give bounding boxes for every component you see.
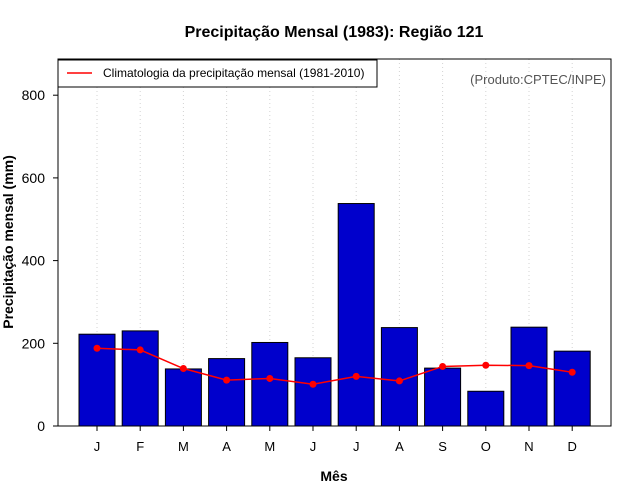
climatology-point-6 [352,372,360,380]
x-tick-label-9: O [481,439,491,454]
y-axis: 0 200 400 600 800 [22,87,58,434]
x-tick-label-3: A [222,439,231,454]
climatology-point-1 [136,346,144,354]
climatology-point-2 [179,365,187,373]
climatology-point-11 [568,368,576,376]
legend: Climatologia da precipitação mensal (198… [57,59,378,88]
climatology-point-7 [395,377,403,385]
x-tick-label-6: J [353,439,360,454]
bar-8 [424,367,462,427]
bar-5 [294,357,332,427]
x-tick-label-11: D [568,439,577,454]
plot-frame [57,58,612,427]
bar-2 [164,368,202,427]
x-tick-label-4: M [264,439,275,454]
y-axis-label: Precipitação mensal (mm) [0,155,16,329]
x-tick-label-0: J [94,439,101,454]
climatology-point-5 [309,380,317,388]
legend-box [57,59,378,88]
x-tick-label-10: N [524,439,533,454]
bar-6 [337,203,375,427]
climatology-point-4 [266,374,274,382]
bar-11 [553,350,591,427]
bar-4 [251,341,289,427]
bar-10 [510,326,548,427]
climatology-line-series [93,344,576,388]
y-tick-label-4: 800 [22,87,46,103]
x-tick-label-5: J [310,439,317,454]
y-tick-label-3: 600 [22,170,46,186]
bar-1 [121,330,159,427]
climatology-point-8 [439,362,447,370]
y-tick-label-1: 200 [22,335,46,351]
y-tick-label-2: 400 [22,253,46,269]
climatology-point-10 [525,362,533,370]
bar-9 [467,390,505,427]
x-tick-label-1: F [136,439,144,454]
x-tick-label-8: S [438,439,447,454]
y-tick-label-0: 0 [37,418,45,434]
climatology-point-0 [93,344,101,352]
climatology-point-9 [482,361,490,369]
bar-series [78,203,591,427]
x-tick-label-7: A [395,439,404,454]
bar-3 [208,358,246,427]
chart-title: Precipitação Mensal (1983): Região 121 [185,24,484,41]
legend-label: Climatologia da precipitação mensal (198… [103,66,364,80]
climatology-line [96,347,573,385]
x-tick-label-2: M [178,439,189,454]
climatology-point-3 [223,376,231,384]
credit-text: (Produto:CPTEC/INPE) [470,72,606,87]
x-axis-label: Mês [320,468,347,484]
